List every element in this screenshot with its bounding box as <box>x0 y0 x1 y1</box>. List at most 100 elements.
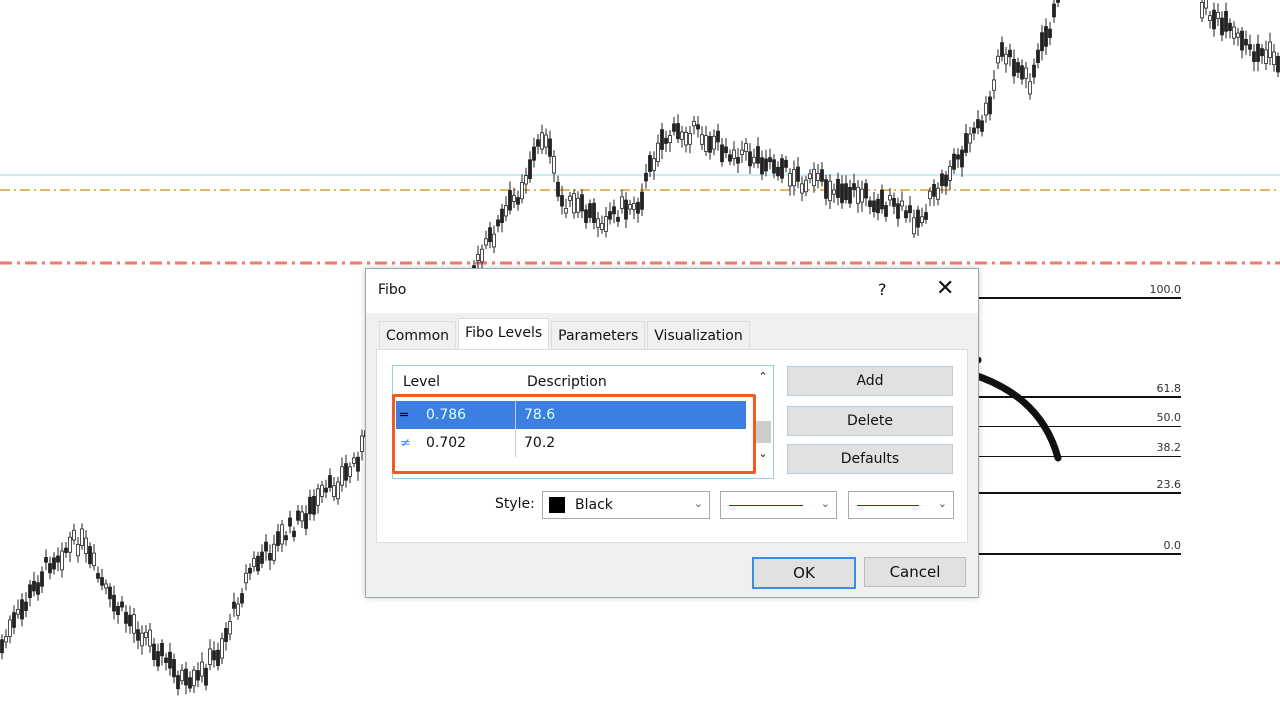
candle-body <box>844 183 848 201</box>
dialog-title: Fibo <box>378 282 407 298</box>
candle-body <box>256 555 260 572</box>
candle-body <box>728 154 732 162</box>
candle-body <box>984 102 988 116</box>
candle-body <box>640 191 644 210</box>
candle-body <box>284 535 288 541</box>
candle-body <box>140 632 144 647</box>
candle-body <box>628 204 632 210</box>
chevron-down-icon: ⌄ <box>937 497 947 510</box>
fibo-label: 23.6 <box>1156 478 1182 491</box>
candle-body <box>280 524 284 545</box>
candle-body <box>72 529 76 541</box>
candle-body <box>948 165 952 181</box>
color-select[interactable]: Black ⌄ <box>542 491 710 519</box>
tab-visualization[interactable]: Visualization <box>647 321 750 350</box>
candle-body <box>680 131 684 140</box>
candle-body <box>232 601 236 609</box>
line-style-select[interactable]: ⌄ <box>720 491 837 519</box>
candle-body <box>724 146 728 154</box>
help-button[interactable]: ? <box>878 280 887 299</box>
candle-body <box>716 130 720 143</box>
line-width-select[interactable]: ⌄ <box>848 491 954 519</box>
candle-body <box>556 181 560 197</box>
column-header-description[interactable]: Description <box>527 374 607 390</box>
tab-fibo-levels[interactable]: Fibo Levels <box>458 318 550 350</box>
candle-body <box>684 131 688 146</box>
candle-body <box>652 158 656 171</box>
candle-body <box>904 210 908 219</box>
candle-body <box>1036 49 1040 64</box>
candle-body <box>52 557 56 570</box>
scroll-up-icon[interactable]: ⌃ <box>758 370 768 383</box>
candle-body <box>1208 15 1212 21</box>
candle-body <box>260 551 264 564</box>
cancel-button[interactable]: Cancel <box>864 557 966 587</box>
dialog-titlebar[interactable]: Fibo ? ✕ <box>366 269 978 313</box>
candle-body <box>300 511 304 522</box>
candle-body <box>1260 48 1264 57</box>
candle-body <box>304 513 308 529</box>
level-value: 0.702 <box>426 435 467 451</box>
candle-body <box>96 573 100 579</box>
candle-body <box>648 155 652 172</box>
candle-body <box>1044 26 1048 47</box>
scroll-thumb[interactable] <box>755 421 771 443</box>
candle-body <box>576 197 580 213</box>
scroll-down-icon[interactable]: ⌄ <box>758 447 768 460</box>
levels-list[interactable]: Level Description ═ 0.786 78.6 ≠ 0.702 70.… <box>392 365 774 479</box>
add-button[interactable]: Add <box>787 366 953 396</box>
candle-body <box>104 583 108 589</box>
candle-body <box>136 629 140 641</box>
ok-button[interactable]: OK <box>752 557 856 589</box>
list-item[interactable]: ═ 0.786 78.6 <box>396 401 746 429</box>
candle-body <box>1204 0 1208 9</box>
candle-body <box>736 157 740 164</box>
candle-body <box>1268 41 1272 59</box>
fibo-dialog: Fibo ? ✕ Common Fibo Levels Parameters V… <box>365 268 979 598</box>
defaults-button[interactable]: Defaults <box>787 444 953 474</box>
list-item[interactable]: ≠ 0.702 70.2 <box>396 429 746 457</box>
candle-body <box>332 485 336 497</box>
candle-body <box>1276 55 1280 73</box>
candle-body <box>564 208 568 214</box>
candle-body <box>268 553 272 561</box>
candle-body <box>772 159 776 174</box>
candle-body <box>632 203 636 210</box>
description-value: 78.6 <box>524 407 556 423</box>
column-header-level[interactable]: Level <box>403 374 440 390</box>
candle-body <box>1052 3 1056 18</box>
candle-body <box>664 137 668 144</box>
fibo-level-50: 50.0 <box>978 411 1181 427</box>
candle-body <box>20 599 24 620</box>
candle-body <box>972 127 976 134</box>
candle-body <box>40 571 44 587</box>
candle-body <box>604 216 608 232</box>
candle-body <box>324 487 328 493</box>
candle-body <box>76 544 80 557</box>
tab-common[interactable]: Common <box>379 321 457 350</box>
candle-body <box>160 642 164 657</box>
candle-body <box>60 550 64 571</box>
list-scrollbar[interactable]: ⌃ ⌄ <box>755 366 771 478</box>
candle-body <box>712 135 716 150</box>
tab-parameters[interactable]: Parameters <box>551 321 646 350</box>
candle-body <box>672 123 676 132</box>
candle-body <box>8 619 12 637</box>
candle-body <box>796 166 800 182</box>
candle-body <box>328 475 332 488</box>
candle-body <box>1272 51 1276 65</box>
candle-body <box>360 435 364 452</box>
close-icon[interactable]: ✕ <box>936 276 955 301</box>
candle-body <box>692 120 696 127</box>
candle-body <box>0 639 4 654</box>
candle-body <box>1220 17 1224 36</box>
candle-body <box>808 173 812 180</box>
level-value: 0.786 <box>426 407 467 423</box>
candle-body <box>764 158 768 172</box>
candle-body <box>492 233 496 248</box>
candle-body <box>896 203 900 219</box>
candle-body <box>16 608 20 615</box>
delete-button[interactable]: Delete <box>787 406 953 436</box>
fibo-level-38-2: 38.2 <box>978 441 1181 457</box>
candle-body <box>1224 10 1228 32</box>
